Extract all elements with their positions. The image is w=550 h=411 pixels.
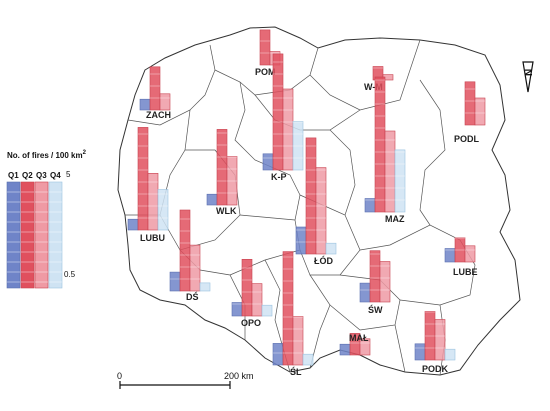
bar-MAZ-Q2 <box>374 76 386 213</box>
region-chart-WLK: WLK <box>206 129 238 216</box>
region-chart-LUBU: LUBU <box>127 127 169 243</box>
poland-outline <box>117 26 521 376</box>
region-label-DŚ: DŚ <box>186 291 199 302</box>
legend-q2-label: Q2 <box>22 171 33 180</box>
bar-ŁÓD-Q1 <box>295 226 307 255</box>
bar-PODK-Q4 <box>444 348 456 361</box>
legend-q3-label: Q3 <box>36 171 47 180</box>
bar-OPO-Q3 <box>251 283 263 317</box>
region-label-OPO: OPO <box>241 318 261 328</box>
legend-q1-label: Q1 <box>8 171 19 180</box>
bar-ŁÓD-Q4 <box>325 242 337 255</box>
region-label-LUBU: LUBU <box>140 233 165 243</box>
region-bar-charts: ZACH POM W-M PODL LUBU WLK K-P MAZ ŁÓD DŚ LUBE OPO Ś… <box>127 29 486 377</box>
scale-bar: 0 200 km <box>117 371 254 389</box>
region-chart-DŚ: DŚ <box>169 209 211 302</box>
region-label-ŁÓD: ŁÓD <box>314 255 333 266</box>
region-label-ŚW: ŚW <box>368 304 383 315</box>
region-chart-K-P: K-P <box>262 53 304 182</box>
region-chart-ŁÓD: ŁÓD <box>295 137 337 266</box>
bar-ŁÓD-Q2 <box>305 137 317 255</box>
bar-ZACH-Q2 <box>149 66 161 111</box>
north-arrow-icon: N <box>522 61 535 93</box>
region-label-WLK: WLK <box>216 206 237 216</box>
region-chart-MAZ: MAZ <box>364 76 406 224</box>
legend-max-label: 5 <box>66 170 71 179</box>
bar-MAŁ-Q3 <box>359 338 371 356</box>
scale-end-label: 200 km <box>224 371 254 381</box>
north-label: N <box>524 69 535 76</box>
bar-LUBU-Q4 <box>157 189 169 231</box>
bar-WLK-Q2 <box>216 129 228 206</box>
bar-LUBE-Q3 <box>464 245 476 263</box>
bar-DŚ-Q1 <box>169 271 181 292</box>
bar-ŚL-Q4 <box>302 353 314 366</box>
region-label-MAZ: MAZ <box>385 214 405 224</box>
bar-LUBE-Q1 <box>444 248 456 263</box>
region-label-ZACH: ZACH <box>146 110 171 120</box>
bar-ŚW-Q1 <box>359 282 371 303</box>
legend-column-Q2 <box>20 181 35 289</box>
region-chart-ŚL: ŚL <box>272 251 314 377</box>
bar-PODL-Q3 <box>474 97 486 126</box>
bar-ŚL-Q1 <box>272 343 284 366</box>
bar-OPO-Q4 <box>261 304 273 317</box>
region-label-W-M: W-M <box>364 82 383 92</box>
bar-K-P-Q1 <box>262 153 274 171</box>
bar-LUBU-Q1 <box>127 218 139 231</box>
region-chart-ŚW: ŚW <box>359 250 391 315</box>
bar-PODK-Q3 <box>434 319 446 361</box>
region-label-LUBE: LUBE <box>453 267 478 277</box>
region-label-MAŁ: MAŁ <box>349 333 369 343</box>
bar-PODK-Q1 <box>414 343 426 361</box>
region-label-PODL: PODL <box>454 134 480 144</box>
region-label-PODK: PODK <box>422 364 449 374</box>
bar-ZACH-Q3 <box>159 93 171 111</box>
bar-ŚL-Q2 <box>282 251 294 366</box>
bar-MAZ-Q1 <box>364 198 376 213</box>
bar-WLK-Q1 <box>206 193 218 206</box>
bar-DŚ-Q3 <box>189 244 201 292</box>
bar-MAZ-Q4 <box>394 149 406 213</box>
legend-column-Q4 <box>48 181 63 289</box>
region-chart-PODL: PODL <box>454 81 486 144</box>
region-chart-MAŁ: MAŁ <box>339 333 371 356</box>
bar-LUBU-Q2 <box>137 127 149 231</box>
legend-column-Q1 <box>6 181 21 289</box>
bar-OPO-Q1 <box>231 302 243 317</box>
scale-start-label: 0 <box>117 371 122 381</box>
bar-ZACH-Q1 <box>139 98 151 111</box>
region-chart-LUBE: LUBE <box>444 237 478 277</box>
region-label-K-P: K-P <box>271 172 287 182</box>
legend-column-Q3 <box>34 181 49 289</box>
bar-DŚ-Q4 <box>199 282 211 292</box>
legend-q4-label: Q4 <box>50 171 61 180</box>
region-label-POM: POM <box>255 67 276 77</box>
bar-K-P-Q2 <box>272 53 284 171</box>
region-chart-OPO: OPO <box>231 258 273 328</box>
legend-title: No. of fires / 100 km2 <box>7 150 87 160</box>
bar-ŚW-Q3 <box>379 261 391 303</box>
bar-ŁÓD-Q3 <box>315 167 327 255</box>
bar-ŚL-Q3 <box>292 316 304 366</box>
region-chart-ZACH: ZACH <box>139 66 171 120</box>
bar-PODL-Q2 <box>464 81 476 126</box>
bar-MAŁ-Q1 <box>339 343 351 356</box>
bar-POM-Q2 <box>259 29 271 66</box>
region-chart-PODK: PODK <box>414 311 456 374</box>
legend-color-columns <box>6 181 63 289</box>
region-label-ŚL: ŚL <box>290 366 302 377</box>
bar-ŚW-Q2 <box>369 250 381 303</box>
legend: No. of fires / 100 km2 Q1 Q2 Q3 Q4 5 0.5 <box>6 150 87 289</box>
legend-min-label: 0.5 <box>64 270 76 279</box>
